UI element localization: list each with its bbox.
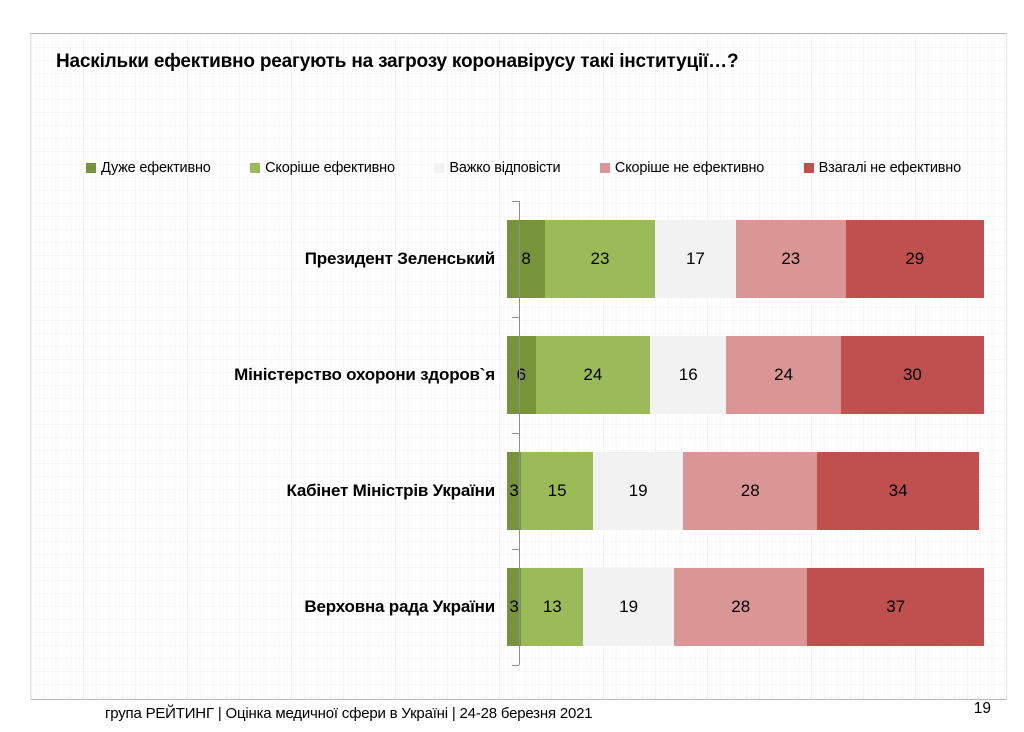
category-label: Кабінет Міністрів України bbox=[286, 481, 495, 500]
bar-segment: 23 bbox=[735, 220, 846, 298]
chart-title: Наскільки ефективно реагують на загрозу … bbox=[56, 51, 739, 72]
legend-swatch-icon bbox=[250, 163, 261, 173]
bar-segment: 29 bbox=[845, 220, 984, 298]
bar-segment: 34 bbox=[817, 452, 980, 530]
axis-tick bbox=[512, 665, 519, 666]
slide: Наскільки ефективно реагують на загрозу … bbox=[30, 33, 1007, 700]
axis-tick bbox=[512, 317, 519, 318]
legend-swatch-icon bbox=[86, 163, 96, 173]
legend-swatch-icon bbox=[599, 163, 610, 173]
bar-segment: 23 bbox=[545, 220, 655, 298]
bar-segment: 13 bbox=[521, 568, 584, 646]
category-label: Президент Зеленський bbox=[304, 249, 495, 268]
bar-track: 3 15 19 28 34 bbox=[507, 452, 984, 530]
chart-row: Кабінет Міністрів України 3 15 19 28 34 bbox=[31, 433, 1006, 549]
bar-track: 8 23 17 23 29 bbox=[507, 220, 984, 298]
legend-item: Скоріше не ефективно bbox=[599, 160, 765, 176]
bar-segment: 8 bbox=[507, 220, 546, 298]
legend-label: Дуже ефективно bbox=[101, 160, 211, 176]
category-label: Верховна рада України bbox=[304, 597, 495, 616]
chart-row: Міністерство охорони здоров`я 6 24 16 24 30 bbox=[31, 317, 1006, 433]
axis-tick bbox=[512, 201, 519, 202]
category-label: Міністерство охорони здоров`я bbox=[234, 365, 495, 384]
bar-segment: 28 bbox=[683, 452, 818, 530]
bar-segment: 37 bbox=[807, 568, 984, 646]
legend-item: Скоріше ефективно bbox=[250, 160, 395, 176]
bar-track: 3 13 19 28 37 bbox=[507, 568, 984, 646]
legend-swatch-icon bbox=[434, 163, 445, 173]
bar-segment: 6 bbox=[507, 336, 536, 414]
bar-segment: 30 bbox=[840, 336, 984, 414]
bar-segment: 15 bbox=[521, 452, 593, 530]
chart: Президент Зеленський 8 23 17 23 29 Міністерств… bbox=[31, 201, 1006, 665]
legend-item: Дуже ефективно bbox=[86, 160, 211, 176]
bar-segment: 19 bbox=[592, 452, 684, 530]
bar-segment: 19 bbox=[583, 568, 674, 646]
bar-segment: 24 bbox=[726, 336, 841, 414]
bar-segment: 16 bbox=[650, 336, 727, 414]
legend-item: Важко відповісти bbox=[434, 160, 561, 176]
legend-item: Взагалі не ефективно bbox=[803, 160, 962, 176]
chart-row: Президент Зеленський 8 23 17 23 29 bbox=[31, 201, 1006, 317]
legend: Дуже ефективно Скоріше ефективно Важко від… bbox=[86, 160, 961, 176]
bar-segment: 3 bbox=[507, 568, 522, 646]
legend-swatch-icon bbox=[803, 163, 814, 173]
legend-label: Взагалі не ефективно bbox=[818, 160, 962, 176]
legend-label: Важко відповісти bbox=[449, 160, 561, 176]
axis-tick bbox=[512, 433, 519, 434]
chart-row: Верховна рада України 3 13 19 28 37 bbox=[31, 549, 1006, 665]
page-number: 19 bbox=[973, 700, 991, 717]
axis-tick bbox=[512, 549, 519, 550]
legend-label: Скоріше не ефективно bbox=[614, 160, 765, 176]
bar-segment: 3 bbox=[507, 452, 522, 530]
bar-segment: 28 bbox=[673, 568, 808, 646]
axis-line bbox=[512, 201, 520, 666]
legend-label: Скоріше ефективно bbox=[265, 160, 395, 176]
bar-track: 6 24 16 24 30 bbox=[507, 336, 984, 414]
bar-segment: 24 bbox=[535, 336, 651, 414]
bar-segment: 17 bbox=[654, 220, 736, 298]
footer-text: група РЕЙТИНГ | Оцінка медичної сфери в … bbox=[105, 705, 593, 722]
